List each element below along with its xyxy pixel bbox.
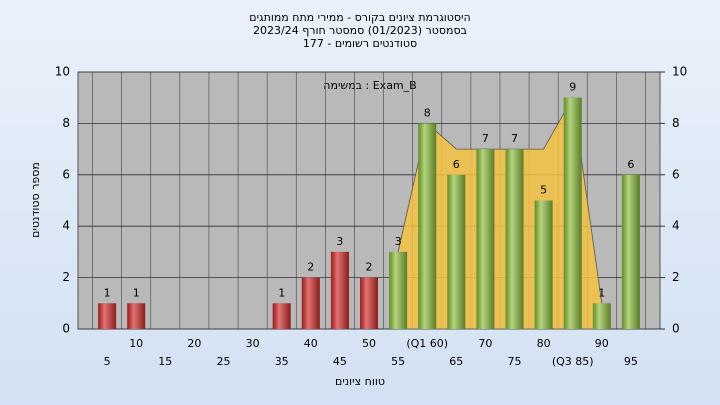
x-tick-label: 35 xyxy=(275,355,289,368)
value-label: 9 xyxy=(569,81,576,94)
x-tick-label: (Q3 85) xyxy=(552,355,594,368)
bar-shade xyxy=(418,123,437,330)
value-label: 1 xyxy=(278,286,285,299)
bar-shade xyxy=(592,303,611,329)
y2-tick-label: 2 xyxy=(672,270,680,284)
x-tick-label: 30 xyxy=(246,337,260,350)
bar-shade xyxy=(476,149,495,329)
x-tick-label: 55 xyxy=(391,355,405,368)
y2-tick-label: 0 xyxy=(672,322,680,336)
value-label: 5 xyxy=(540,184,547,197)
x-tick-label: 20 xyxy=(187,337,201,350)
bar-shade xyxy=(505,149,524,329)
value-label: 6 xyxy=(453,158,460,171)
x-tick-label: 50 xyxy=(362,337,376,350)
bar-shade xyxy=(621,174,640,329)
bar-shade xyxy=(534,200,553,329)
bar-shade xyxy=(447,174,466,329)
bar-shade xyxy=(360,277,378,329)
x-tick-label: 95 xyxy=(624,355,638,368)
x-tick-label: 40 xyxy=(304,337,318,350)
x-tick-label: 75 xyxy=(508,355,522,368)
value-label: 6 xyxy=(627,158,634,171)
y-tick-label: 10 xyxy=(55,65,70,79)
y2-tick-label: 4 xyxy=(672,219,680,233)
x-tick-label: 25 xyxy=(217,355,231,368)
y-tick-label: 2 xyxy=(62,270,70,284)
y-tick-label: 4 xyxy=(62,219,70,233)
y2-tick-label: 10 xyxy=(672,65,687,79)
y-tick-label: 0 xyxy=(62,322,70,336)
x-tick-label: 10 xyxy=(129,337,143,350)
value-label: 7 xyxy=(511,132,518,145)
value-label: 3 xyxy=(336,235,343,248)
bar-shade xyxy=(98,303,117,329)
bar-shade xyxy=(301,277,320,329)
x-tick-label: 80 xyxy=(537,337,551,350)
y-axis-label: מספר סטודנטים xyxy=(29,162,42,238)
x-tick-label: 65 xyxy=(449,355,463,368)
bar-shade xyxy=(330,251,349,329)
value-label: 1 xyxy=(133,286,140,299)
value-label: 2 xyxy=(307,261,314,274)
x-tick-label: (Q1 60) xyxy=(406,337,448,350)
y-tick-label: 8 xyxy=(62,116,70,130)
value-label: 8 xyxy=(424,106,431,119)
x-tick-label: 15 xyxy=(158,355,172,368)
x-tick-label: 45 xyxy=(333,355,347,368)
x-tick-label: 70 xyxy=(478,337,492,350)
value-label: 2 xyxy=(366,261,373,274)
x-axis-label: טווח ציונים xyxy=(335,375,385,388)
value-label: 1 xyxy=(598,286,605,299)
y-tick-label: 6 xyxy=(62,167,70,181)
value-label: 1 xyxy=(104,286,111,299)
value-label: 7 xyxy=(482,132,489,145)
bar-shade xyxy=(272,303,291,329)
bar-shade xyxy=(127,303,146,329)
value-label: 3 xyxy=(395,235,402,248)
legend: במשימה : Exam_B xyxy=(323,79,416,92)
x-tick-label: 5 xyxy=(104,355,111,368)
chart-subtitle: סטודנטים רשומים - 177 xyxy=(303,37,417,50)
chart-title: היסטוגרמת ציונים בקורס - ממירי מתח ממותג… xyxy=(249,11,470,24)
chart-subtitle: בסמסטר (01/2023) סמסטר חורף 2023/24 xyxy=(253,24,467,37)
bar-shade xyxy=(563,97,582,329)
y2-tick-label: 8 xyxy=(672,116,680,130)
bar-shade xyxy=(389,251,408,329)
x-tick-label: 90 xyxy=(595,337,609,350)
y2-tick-label: 6 xyxy=(672,167,680,181)
